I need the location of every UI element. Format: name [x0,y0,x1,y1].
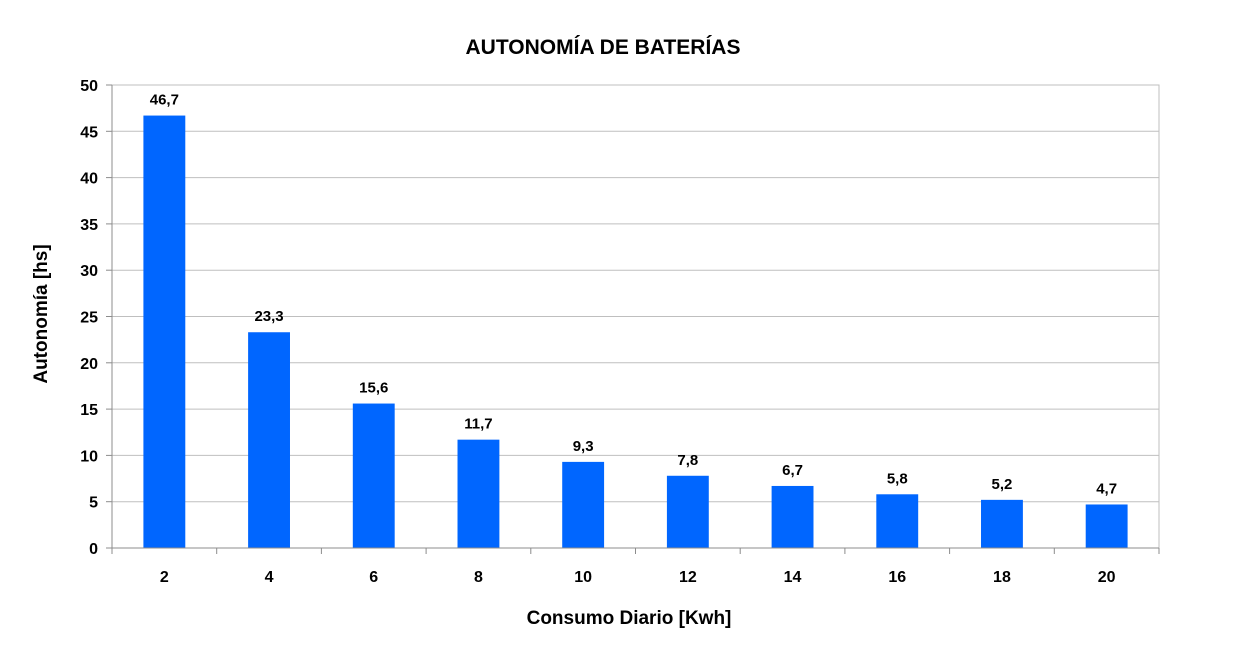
axes [106,84,1160,554]
x-tick-label: 6 [369,569,378,586]
data-label: 5,8 [887,470,908,487]
y-tick-label: 5 [89,495,98,512]
y-tick-label: 30 [80,263,98,280]
x-axis-title: Consumo Diario [Kwh] [527,608,732,629]
y-axis-title: Autonomía [hs] [31,244,52,383]
y-tick-label: 0 [89,541,98,558]
data-label: 9,3 [573,438,594,455]
bars [143,115,1128,549]
data-label: 4,7 [1096,480,1117,497]
y-tick-label: 15 [80,402,98,419]
x-tick-label: 4 [265,569,274,586]
bar [1085,504,1128,548]
bar [248,332,290,548]
data-label: 15,6 [359,380,388,397]
y-tick-label: 20 [80,356,98,373]
y-tick-label: 35 [80,217,98,234]
labels: 0 5 10 15 20 25 30 35 40 45 50 2 46,7 4 23,3 6 15,6 8 11,7… [80,78,1117,586]
data-label: 5,2 [992,476,1013,493]
y-tick-label: 10 [80,448,98,465]
y-tick-label: 45 [80,124,98,141]
plot-border [112,84,1160,548]
bar [666,475,709,548]
bar [876,494,919,548]
y-tick-label: 25 [80,310,98,327]
data-label: 6,7 [782,462,803,479]
x-tick-label: 2 [160,569,169,586]
bar [771,485,814,548]
bar [143,115,186,549]
bar [457,439,500,548]
y-tick-label: 50 [80,78,98,95]
data-label: 11,7 [464,416,492,433]
data-label: 23,3 [254,308,283,325]
x-tick-label: 20 [1098,569,1116,586]
x-tick-label: 10 [574,569,592,586]
bar [562,461,605,548]
x-tick-label: 18 [993,569,1011,586]
x-tick-label: 8 [474,569,483,586]
x-tick-label: 14 [784,569,802,586]
y-tick-label: 40 [80,171,98,188]
data-label: 46,7 [150,92,179,109]
x-tick-label: 16 [888,569,906,586]
x-tick-label: 12 [679,569,697,586]
chart-title: AUTONOMÍA DE BATERÍAS [466,36,741,59]
bar [981,499,1023,548]
data-label: 7,8 [677,452,698,469]
bar [352,403,395,548]
